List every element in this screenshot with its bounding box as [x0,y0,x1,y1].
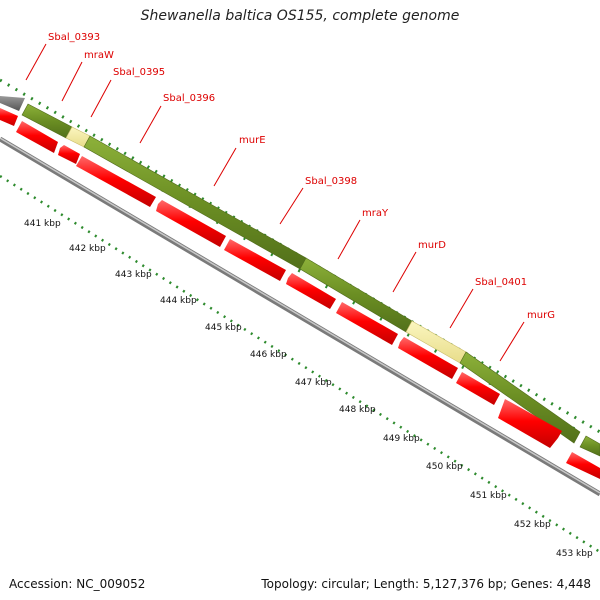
gene-arrow[interactable] [336,302,398,345]
reverse-gene-track [0,108,600,479]
gene-block[interactable] [83,135,307,270]
gene-arrow[interactable] [286,273,336,309]
forward-gene-track [0,96,600,457]
gene-block[interactable] [579,435,600,457]
kbp-label: 444 kbp [160,296,197,306]
gene-arrow[interactable] [566,452,600,479]
gene-label[interactable]: Sbal_0395 [113,67,165,78]
gene-label[interactable]: mraW [84,50,114,61]
kbp-label: 453 kbp [556,549,593,559]
kbp-label: 451 kbp [470,491,507,501]
kbp-label: 443 kbp [115,270,152,280]
gene-label[interactable]: Sbal_0396 [163,93,215,104]
kbp-label: 448 kbp [339,405,376,415]
kbp-label: 442 kbp [69,244,106,254]
backbone-ring [0,136,600,497]
gene-block[interactable] [459,351,581,444]
gene-label[interactable]: mraY [362,208,389,219]
kbp-label: 452 kbp [514,520,551,530]
kbp-label: 449 kbp [383,434,420,444]
gene-block[interactable] [0,96,25,111]
accession-text: Accession: NC_009052 [9,577,146,591]
genome-summary-text: Topology: circular; Length: 5,127,376 bp… [261,577,591,591]
gene-label[interactable]: Sbal_0401 [475,277,527,288]
page-title: Shewanella baltica OS155, complete genom… [140,8,460,24]
gene-arrow[interactable] [156,200,226,247]
kbp-scale-labels: 441 kbp 442 kbp 443 kbp 444 kbp 445 kbp … [24,219,593,559]
gene-label[interactable]: Sbal_0398 [305,176,357,187]
kbp-label: 450 kbp [426,462,463,472]
gene-arrow[interactable] [456,372,500,405]
kbp-label: 446 kbp [250,350,287,360]
gene-arrow[interactable] [58,145,80,164]
gene-arrow[interactable] [0,108,18,126]
gene-label[interactable]: murG [527,310,555,321]
gene-label[interactable]: Sbal_0393 [48,32,100,43]
gene-arrow[interactable] [398,337,458,379]
gene-arrow[interactable] [16,121,58,153]
gene-labels: Sbal_0393 mraW Sbal_0395 Sbal_0396 murE … [25,32,555,362]
gene-label[interactable]: murE [239,135,266,146]
gene-arrow[interactable] [224,239,286,281]
kbp-label: 445 kbp [205,323,242,333]
gene-arrow[interactable] [498,399,562,448]
kbp-label: 441 kbp [24,219,61,229]
inner-scale-ring [0,174,600,554]
kbp-label: 447 kbp [295,378,332,388]
gene-arrow[interactable] [76,156,156,207]
gene-label[interactable]: murD [418,240,446,251]
